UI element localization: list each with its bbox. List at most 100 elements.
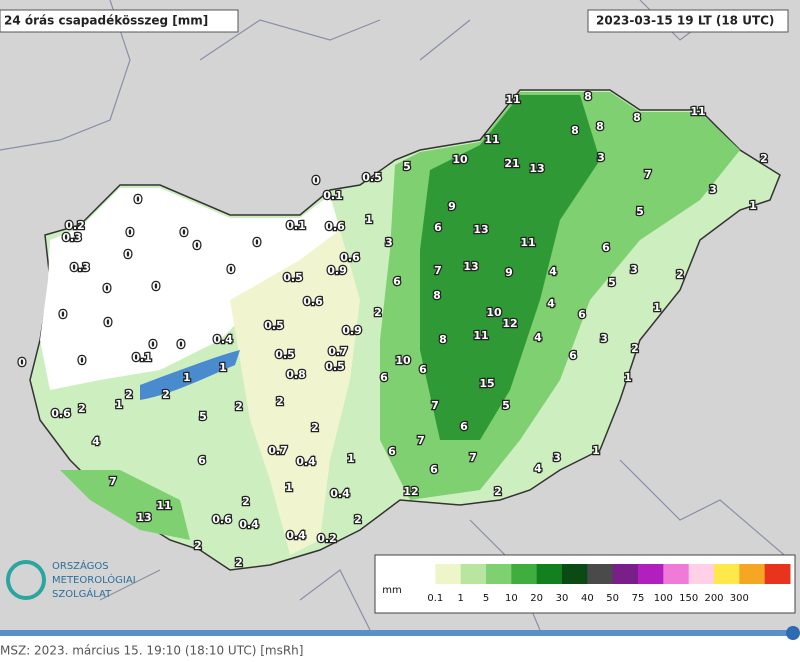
- station-value: 6: [380, 371, 388, 384]
- station-value: 1: [749, 199, 757, 212]
- legend-swatch: [739, 564, 766, 584]
- legend-label: 1: [457, 593, 463, 604]
- station-value: 0: [126, 226, 134, 239]
- light-region: [230, 230, 360, 555]
- legend-label: 150: [679, 593, 698, 604]
- station-value: 1: [592, 444, 600, 457]
- station-value: 3: [553, 451, 561, 464]
- dry-region: [40, 188, 340, 390]
- wettest-region: [420, 95, 600, 440]
- station-value: 0: [78, 354, 86, 367]
- station-value: 4: [549, 265, 557, 278]
- logo-line: SZOLGÁLAT: [52, 587, 112, 600]
- station-value: 0.4: [330, 487, 350, 500]
- station-value: 6: [198, 454, 206, 467]
- station-value: 11: [156, 499, 171, 512]
- station-value: 2: [760, 152, 768, 165]
- legend-label: 75: [632, 593, 645, 604]
- station-value: 4: [534, 462, 542, 475]
- station-value: 0: [18, 356, 26, 369]
- station-value: 0: [134, 193, 142, 206]
- station-value: 13: [529, 162, 544, 175]
- station-value: 0.3: [70, 261, 90, 274]
- station-value: 1: [285, 481, 293, 494]
- station-value: 0.4: [239, 518, 259, 531]
- station-value: 1: [653, 301, 661, 314]
- station-value: 0: [177, 338, 185, 351]
- station-value: 0.8: [286, 368, 306, 381]
- station-value: 10: [452, 153, 468, 166]
- station-value: 2: [354, 513, 362, 526]
- station-value: 12: [403, 485, 418, 498]
- station-value: 1: [183, 371, 191, 384]
- legend-swatch: [460, 564, 487, 584]
- station-value: 0.5: [283, 271, 303, 284]
- logo-line: METEOROLÓGIAI: [52, 573, 136, 586]
- station-value: 2: [374, 306, 382, 319]
- station-value: 2: [494, 485, 502, 498]
- station-value: 0.6: [340, 251, 360, 264]
- station-value: 3: [597, 151, 605, 164]
- station-value: 10: [395, 354, 411, 367]
- station-value: 2: [276, 395, 284, 408]
- station-value: 13: [463, 260, 478, 273]
- station-value: 12: [502, 317, 517, 330]
- station-value: 0.5: [275, 348, 295, 361]
- station-value: 6: [388, 445, 396, 458]
- station-value: 6: [419, 363, 427, 376]
- legend-label: 20: [530, 593, 543, 604]
- station-value: 5: [636, 205, 644, 218]
- legend-swatch: [612, 564, 639, 584]
- station-value: 5: [608, 276, 616, 289]
- sw-wet-region: [60, 470, 190, 540]
- station-value: 2: [242, 495, 250, 508]
- station-value: 1: [365, 213, 373, 226]
- station-value: 3: [709, 183, 717, 196]
- station-value: 4: [92, 435, 100, 448]
- slider-knob[interactable]: [786, 626, 800, 640]
- legend-swatch: [663, 564, 690, 584]
- legend-swatch: [764, 564, 791, 584]
- legend-label: 200: [704, 593, 723, 604]
- station-value: 5: [502, 399, 510, 412]
- station-value: 13: [473, 223, 488, 236]
- station-value: 0: [180, 226, 188, 239]
- station-value: 2: [235, 400, 243, 413]
- station-value: 9: [505, 266, 513, 279]
- station-value: 2: [235, 556, 243, 569]
- station-value: 5: [403, 160, 411, 173]
- station-value: 1: [115, 398, 123, 411]
- legend-label: 300: [730, 593, 749, 604]
- legend-swatch: [714, 564, 740, 584]
- station-value: 0: [59, 308, 67, 321]
- station-value: 8: [633, 111, 641, 124]
- station-value: 4: [547, 297, 555, 310]
- station-value: 13: [136, 511, 151, 524]
- station-value: 11: [505, 93, 520, 106]
- station-value: 0.1: [323, 189, 343, 202]
- station-value: 1: [347, 452, 355, 465]
- station-value: 2: [311, 421, 319, 434]
- station-value: 6: [393, 275, 401, 288]
- station-value: 2: [162, 388, 170, 401]
- station-value: 3: [600, 332, 608, 345]
- station-value: 0: [149, 338, 157, 351]
- station-value: 0.6: [212, 513, 232, 526]
- station-value: 2: [78, 402, 86, 415]
- station-value: 21: [504, 157, 519, 170]
- legend-swatch: [435, 564, 462, 584]
- station-value: 0: [152, 280, 160, 293]
- station-value: 7: [417, 434, 425, 447]
- station-value: 0.1: [286, 219, 306, 232]
- footer-bar: [0, 630, 790, 636]
- station-value: 0.5: [264, 319, 284, 332]
- station-value: 0.3: [62, 231, 82, 244]
- station-value: 6: [434, 221, 442, 234]
- station-value: 10: [486, 306, 502, 319]
- station-value: 0.6: [303, 295, 323, 308]
- legend-label: 5: [483, 593, 489, 604]
- station-value: 0.6: [51, 407, 71, 420]
- station-value: 9: [448, 200, 456, 213]
- station-value: 8: [433, 289, 441, 302]
